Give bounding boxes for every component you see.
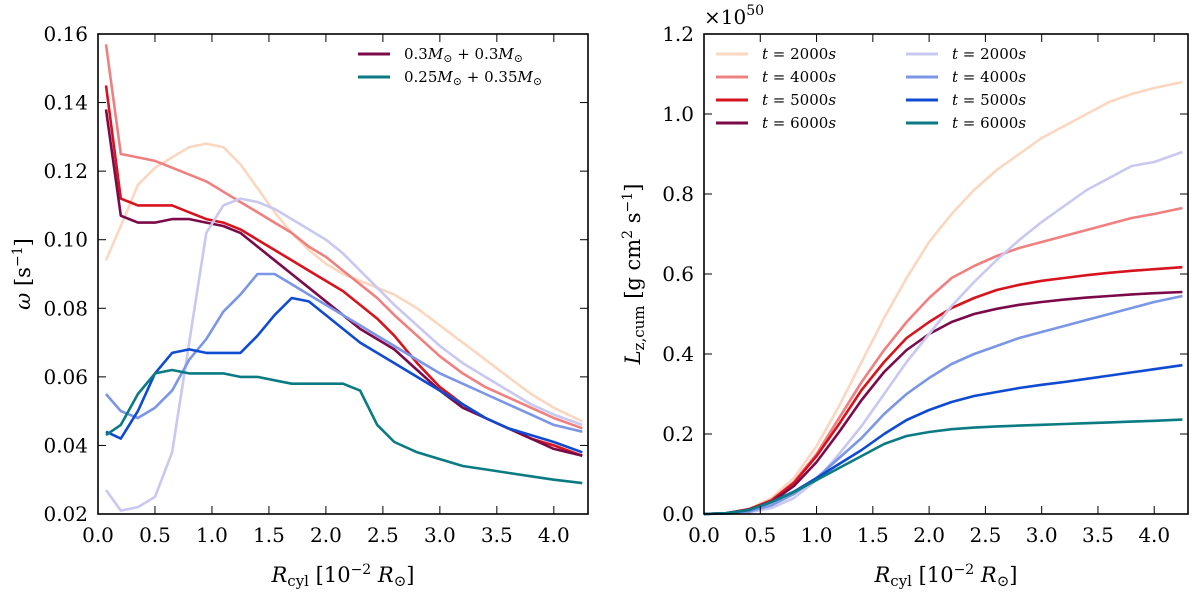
left-series-line-1: [104, 142, 583, 423]
right-axes-frame: [703, 33, 1189, 515]
right-series-line-6: [703, 294, 1183, 516]
right-series-line-8: [703, 418, 1183, 516]
right-x-tick-label: 1.5: [857, 523, 889, 547]
right-legend-label-5: t = 2000s: [952, 45, 1026, 63]
right-legend-label-6: t = 4000s: [952, 68, 1026, 86]
right-y-tick-label: 0.8: [662, 182, 694, 206]
left-series-line-6: [105, 272, 583, 433]
right-series-line-3: [703, 265, 1183, 516]
left-x-tick-label: 3.5: [481, 523, 513, 547]
left-x-axis-title: Rcyl [10−2 R⊙]: [270, 562, 414, 590]
right-x-tick-label: 0.0: [688, 523, 720, 547]
right-x-tick-label: 0.5: [744, 523, 776, 547]
right-y-tick-label: 0.4: [662, 342, 694, 366]
right-legend-label-2: t = 4000s: [762, 68, 836, 86]
right-x-tick-label: 2.5: [969, 523, 1001, 547]
left-y-tick-label: 0.14: [43, 91, 88, 115]
left-y-tick-label: 0.02: [43, 502, 88, 526]
left-y-tick-label: 0.04: [43, 433, 88, 457]
right-legend-label-3: t = 5000s: [762, 91, 836, 109]
left-series-line-4: [104, 109, 583, 457]
right-x-tick-label: 4.0: [1138, 523, 1170, 547]
left-series-line-2: [104, 44, 583, 430]
right-series-line-2: [703, 206, 1183, 516]
right-x-tick-label: 2.0: [913, 523, 945, 547]
left-y-tick-label: 0.10: [43, 228, 88, 252]
right-legend-label-1: t = 2000s: [762, 45, 836, 63]
right-series-line-5: [703, 150, 1183, 516]
left-x-tick-label: 0.5: [139, 523, 171, 547]
left-series-line-8: [105, 368, 583, 485]
left-y-tick-label: 0.16: [43, 22, 88, 46]
right-x-tick-label: 3.0: [1026, 523, 1058, 547]
left-y-tick-label: 0.12: [43, 159, 88, 183]
right-y-tick-label: 0.6: [662, 262, 694, 286]
right-y-tick-label: 0.0: [662, 502, 694, 526]
right-legend-label-4: t = 6000s: [762, 114, 836, 132]
left-series-line-7: [105, 296, 583, 454]
right-series-line-7: [703, 363, 1183, 516]
right-legend: t = 2000s t = 4000s t = 5000s t = 6000s t = …: [716, 45, 1026, 132]
left-series-line-5: [104, 197, 583, 512]
left-x-tick-label: 2.0: [310, 523, 342, 547]
right-legend-label-8: t = 6000s: [952, 114, 1026, 132]
left-x-tick-label: 3.0: [424, 523, 456, 547]
right-series-line-4: [703, 290, 1183, 516]
left-y-tick-label: 0.06: [43, 365, 88, 389]
right-x-tick-label: 1.0: [801, 523, 833, 547]
left-x-tick-label: 0.0: [82, 523, 114, 547]
left-tick-layer: 0.0 0.5 1.0 1.5 2.0 2.5 3.0 3.5 4.0 0.02 0.04 0.06 0…: [43, 22, 588, 547]
left-panel-omega: 0.0 0.5 1.0 1.5 2.0 2.5 3.0 3.5 4.0 0.02 0.04 0.06 0…: [10, 22, 589, 590]
right-series-layer: [703, 80, 1183, 516]
left-x-tick-label: 1.5: [253, 523, 285, 547]
right-tick-layer: 0.0 0.5 1.0 1.5 2.0 2.5 3.0 3.5 4.0 0.0 0.2 0.4 0.6 0…: [662, 22, 1188, 547]
right-y-tick-label: 0.2: [662, 422, 694, 446]
right-y-offset-label: ×1050: [704, 3, 764, 29]
left-y-tick-label: 0.08: [43, 296, 88, 320]
left-legend-label-2: 0.25M⊙ + 0.35M⊙: [404, 68, 542, 88]
right-series-line-1: [703, 80, 1183, 516]
left-legend: 0.3M⊙ + 0.3M⊙ 0.25M⊙ + 0.35M⊙: [358, 45, 542, 88]
left-legend-label-1: 0.3M⊙ + 0.3M⊙: [404, 45, 523, 65]
left-series-layer: [104, 44, 583, 512]
right-panel-angular-momentum: 0.0 0.5 1.0 1.5 2.0 2.5 3.0 3.5 4.0 0.0 0.2 0.4 0.6 0…: [620, 3, 1189, 590]
right-y-tick-label: 1.0: [662, 102, 694, 126]
right-y-axis-title: Lz,cum [g cm2 s−1]: [620, 184, 648, 366]
left-x-tick-label: 1.0: [196, 523, 228, 547]
right-x-axis-title: Rcyl [10−2 R⊙]: [873, 562, 1017, 590]
right-y-tick-label: 1.2: [662, 22, 694, 46]
left-y-axis-title: ω [s−1]: [10, 238, 35, 310]
right-legend-label-7: t = 5000s: [952, 91, 1026, 109]
left-x-tick-label: 2.5: [367, 523, 399, 547]
right-x-tick-label: 3.5: [1082, 523, 1114, 547]
left-axes-frame: [97, 33, 589, 515]
left-x-tick-label: 4.0: [538, 523, 570, 547]
